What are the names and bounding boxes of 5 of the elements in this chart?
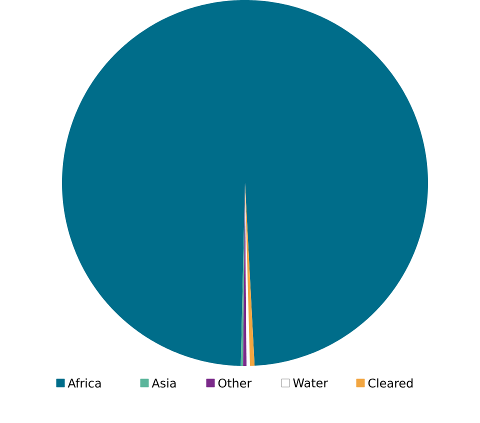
legend-label: Africa bbox=[68, 378, 101, 388]
legend-label: Water bbox=[293, 378, 328, 388]
legend-label: Cleared bbox=[368, 378, 413, 388]
legend-label: Asia bbox=[152, 378, 176, 388]
legend-label: Other bbox=[218, 378, 252, 388]
